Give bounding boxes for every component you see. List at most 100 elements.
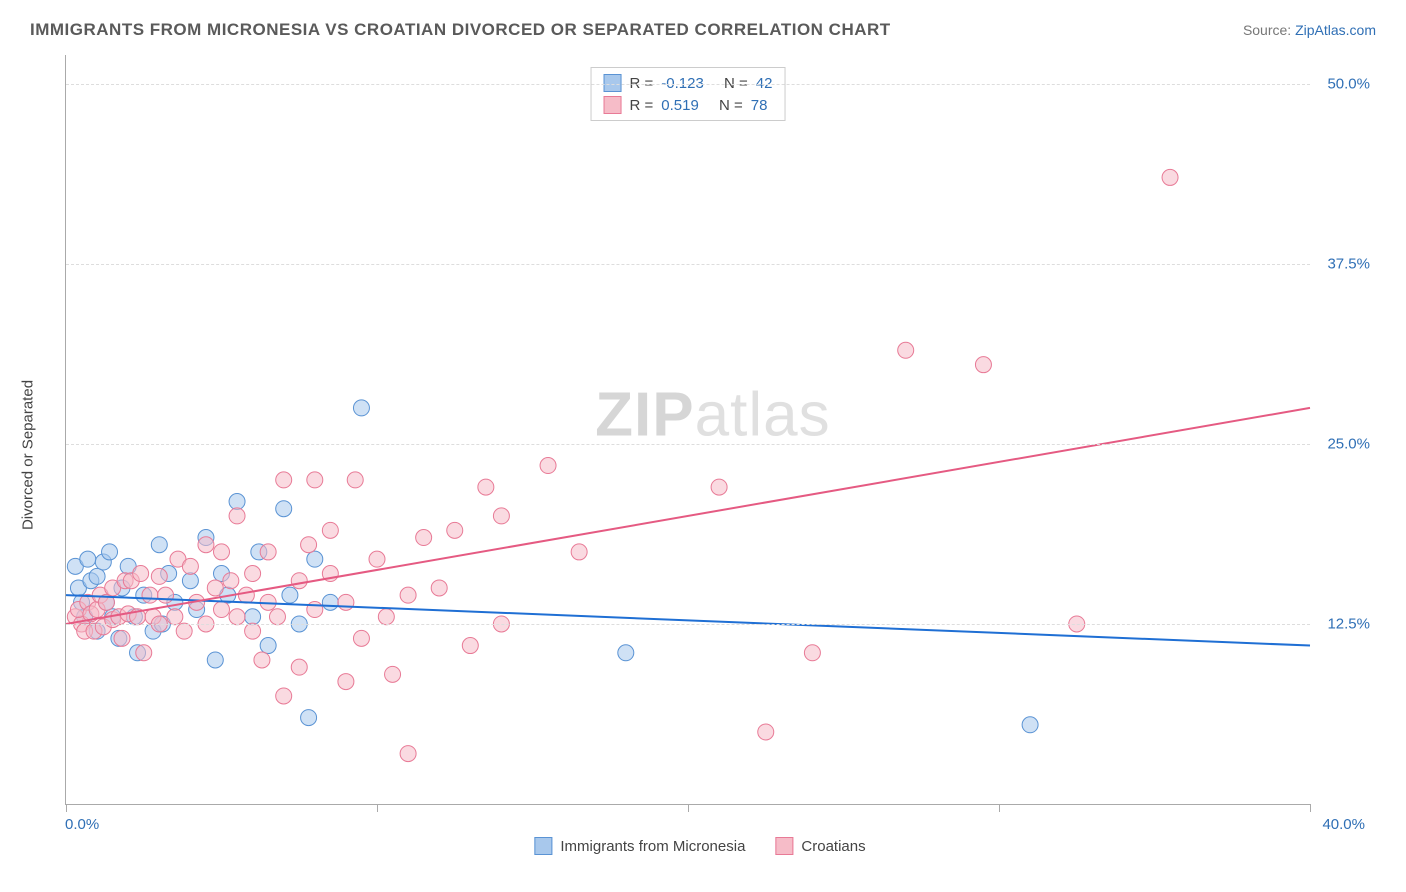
scatter-point bbox=[133, 566, 149, 582]
legend-item-series1: Immigrants from Micronesia bbox=[534, 837, 745, 855]
scatter-point bbox=[1162, 169, 1178, 185]
plot-svg bbox=[66, 55, 1310, 804]
scatter-point bbox=[301, 710, 317, 726]
bottom-legend: Immigrants from Micronesia Croatians bbox=[534, 837, 865, 855]
scatter-point bbox=[254, 652, 270, 668]
chart-header: IMMIGRANTS FROM MICRONESIA VS CROATIAN D… bbox=[20, 20, 1386, 45]
scatter-point bbox=[898, 342, 914, 358]
scatter-point bbox=[493, 508, 509, 524]
scatter-point bbox=[462, 638, 478, 654]
source-link[interactable]: ZipAtlas.com bbox=[1295, 22, 1376, 38]
scatter-point bbox=[245, 609, 261, 625]
legend-item-series2: Croatians bbox=[775, 837, 865, 855]
x-tick bbox=[688, 804, 689, 812]
scatter-point bbox=[369, 551, 385, 567]
scatter-point bbox=[229, 494, 245, 510]
scatter-point bbox=[207, 652, 223, 668]
scatter-point bbox=[89, 568, 105, 584]
legend-label-series1: Immigrants from Micronesia bbox=[560, 838, 745, 855]
gridline bbox=[66, 624, 1310, 625]
scatter-point bbox=[114, 630, 130, 646]
scatter-point bbox=[322, 594, 338, 610]
y-tick-label: 12.5% bbox=[1327, 615, 1370, 632]
scatter-point bbox=[260, 638, 276, 654]
gridline bbox=[66, 444, 1310, 445]
x-tick bbox=[1310, 804, 1311, 812]
scatter-point bbox=[353, 400, 369, 416]
scatter-point bbox=[804, 645, 820, 661]
gridline bbox=[66, 264, 1310, 265]
scatter-point bbox=[80, 551, 96, 567]
scatter-point bbox=[229, 609, 245, 625]
scatter-point bbox=[142, 587, 158, 603]
x-axis-max-label: 40.0% bbox=[1322, 816, 1365, 833]
scatter-point bbox=[207, 580, 223, 596]
scatter-point bbox=[276, 472, 292, 488]
scatter-point bbox=[307, 472, 323, 488]
scatter-point bbox=[229, 508, 245, 524]
scatter-point bbox=[245, 623, 261, 639]
y-tick-label: 50.0% bbox=[1327, 75, 1370, 92]
scatter-point bbox=[758, 724, 774, 740]
scatter-point bbox=[198, 537, 214, 553]
scatter-point bbox=[269, 609, 285, 625]
scatter-point bbox=[540, 458, 556, 474]
scatter-point bbox=[353, 630, 369, 646]
scatter-point bbox=[151, 568, 167, 584]
scatter-point bbox=[431, 580, 447, 596]
scatter-point bbox=[182, 558, 198, 574]
scatter-point bbox=[322, 522, 338, 538]
chart-container: Divorced or Separated ZIPatlas R = -0.12… bbox=[20, 45, 1380, 865]
scatter-point bbox=[447, 522, 463, 538]
scatter-point bbox=[182, 573, 198, 589]
scatter-point bbox=[975, 357, 991, 373]
scatter-point bbox=[276, 501, 292, 517]
legend-swatch-series2 bbox=[775, 837, 793, 855]
legend-swatch-series1 bbox=[534, 837, 552, 855]
scatter-point bbox=[282, 587, 298, 603]
scatter-point bbox=[400, 746, 416, 762]
scatter-point bbox=[618, 645, 634, 661]
scatter-point bbox=[167, 609, 183, 625]
scatter-point bbox=[571, 544, 587, 560]
scatter-point bbox=[260, 544, 276, 560]
regression-line bbox=[66, 408, 1310, 624]
y-tick-label: 25.0% bbox=[1327, 435, 1370, 452]
scatter-point bbox=[385, 666, 401, 682]
swatch-series2 bbox=[604, 96, 622, 114]
scatter-point bbox=[338, 674, 354, 690]
gridline bbox=[66, 84, 1310, 85]
scatter-point bbox=[347, 472, 363, 488]
scatter-point bbox=[136, 645, 152, 661]
scatter-point bbox=[1022, 717, 1038, 733]
n-value-2: 78 bbox=[751, 97, 768, 114]
source-attribution: Source: ZipAtlas.com bbox=[1243, 22, 1376, 38]
chart-title: IMMIGRANTS FROM MICRONESIA VS CROATIAN D… bbox=[30, 20, 891, 40]
scatter-point bbox=[151, 537, 167, 553]
stats-row-series2: R = 0.519 N = 78 bbox=[604, 94, 773, 116]
scatter-point bbox=[291, 573, 307, 589]
scatter-point bbox=[307, 602, 323, 618]
scatter-point bbox=[400, 587, 416, 603]
scatter-point bbox=[711, 479, 727, 495]
scatter-point bbox=[238, 587, 254, 603]
x-axis-min-label: 0.0% bbox=[65, 816, 99, 833]
scatter-point bbox=[478, 479, 494, 495]
scatter-point bbox=[214, 602, 230, 618]
r-label-2: R = bbox=[630, 97, 654, 114]
stats-legend-box: R = -0.123 N = 42 R = 0.519 N = 78 bbox=[591, 67, 786, 121]
x-tick bbox=[999, 804, 1000, 812]
scatter-point bbox=[307, 551, 323, 567]
scatter-point bbox=[223, 573, 239, 589]
n-label-2: N = bbox=[719, 97, 743, 114]
scatter-point bbox=[301, 537, 317, 553]
scatter-point bbox=[338, 594, 354, 610]
source-label: Source: bbox=[1243, 22, 1291, 38]
scatter-point bbox=[245, 566, 261, 582]
scatter-point bbox=[176, 623, 192, 639]
scatter-point bbox=[416, 530, 432, 546]
scatter-point bbox=[158, 587, 174, 603]
plot-area: ZIPatlas R = -0.123 N = 42 R = 0.519 N =… bbox=[65, 55, 1310, 805]
x-tick bbox=[66, 804, 67, 812]
y-tick-label: 37.5% bbox=[1327, 255, 1370, 272]
